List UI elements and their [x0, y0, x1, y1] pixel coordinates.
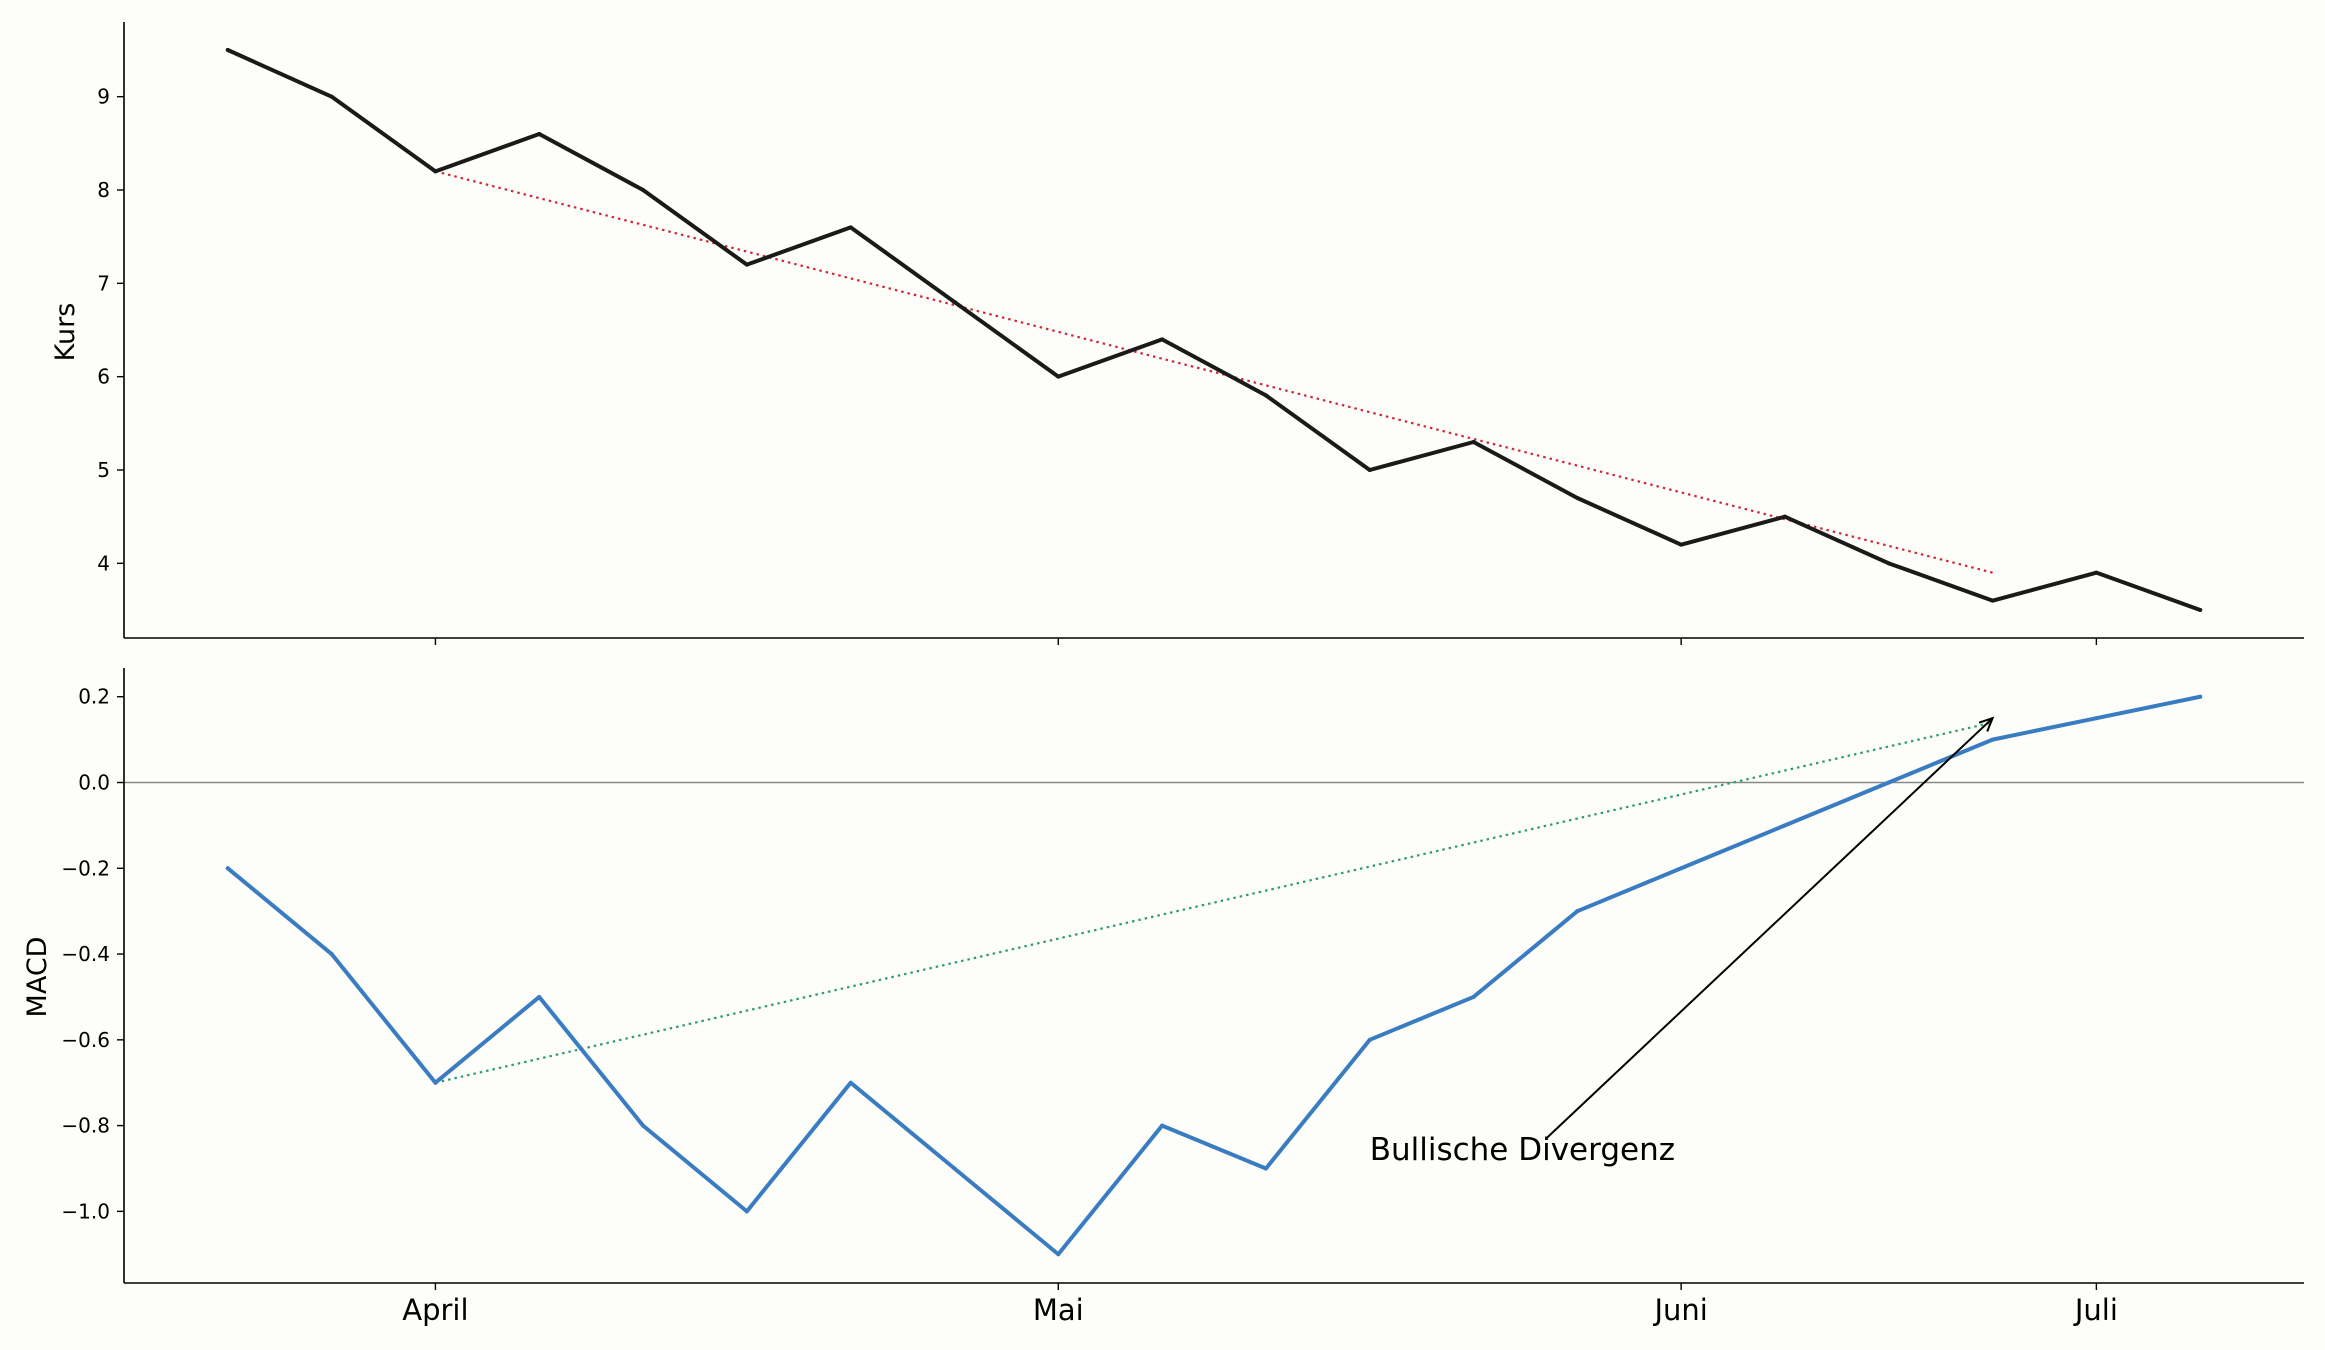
- x-tick-label-april: April: [402, 1293, 468, 1327]
- macd-point-5: [744, 1209, 749, 1214]
- top-ylabel: Kurs: [50, 303, 81, 362]
- price-point-14: [1679, 542, 1684, 547]
- price-point-11: [1367, 468, 1372, 472]
- macd-point-10: [1263, 1166, 1268, 1171]
- price-point-6: [848, 225, 853, 230]
- macd-point-16: [1886, 780, 1891, 785]
- macd-point-4: [641, 1123, 646, 1128]
- y-tick-label: 6: [97, 365, 110, 389]
- y-tick-label: 0.2: [78, 685, 110, 709]
- price-point-3: [537, 132, 542, 136]
- macd-point-18: [2094, 716, 2099, 721]
- y-tick-label: 4: [97, 551, 110, 575]
- price-point-13: [1575, 496, 1580, 500]
- annotation-label: Bullische Divergenz: [1370, 1132, 1675, 1168]
- x-tick-label-juli: Juli: [2073, 1293, 2118, 1327]
- y-tick-label: −0.4: [61, 942, 110, 966]
- macd-point-2: [433, 1080, 438, 1085]
- macd-point-12: [1471, 994, 1476, 999]
- macd-line: [225, 694, 2203, 1257]
- price-line: [225, 48, 2203, 612]
- price-point-5: [744, 262, 749, 267]
- macd-point-1: [329, 952, 334, 957]
- macd-point-8: [1056, 1252, 1061, 1257]
- x-tick-label-juni: Juni: [1652, 1293, 1707, 1327]
- y-tick-label: 0.0: [78, 771, 110, 795]
- y-tick-label: −0.8: [61, 1114, 110, 1138]
- macd-point-7: [952, 1166, 957, 1171]
- annotation-arrow: [1545, 718, 1992, 1140]
- y-tick-label: 5: [97, 458, 110, 482]
- price-trendline: [435, 170, 1993, 574]
- price-point-1: [329, 94, 334, 99]
- price-point-2: [433, 169, 438, 174]
- price-point-8: [1056, 374, 1061, 379]
- macd-point-19: [2198, 694, 2203, 699]
- macd-point-15: [1782, 823, 1787, 828]
- price-point-4: [641, 188, 646, 192]
- x-tick-label-mai: Mai: [1033, 1293, 1084, 1327]
- bottom-ylabel: MACD: [22, 937, 53, 1018]
- macd-point-11: [1367, 1037, 1372, 1042]
- y-tick-label: −0.2: [61, 856, 110, 880]
- price-point-0: [225, 48, 230, 52]
- y-tick-label: −1.0: [61, 1199, 110, 1223]
- macd-point-0: [225, 866, 230, 871]
- macd-point-9: [1160, 1123, 1165, 1128]
- y-tick-label: 7: [97, 271, 110, 295]
- price-point-7: [952, 300, 957, 304]
- macd-point-3: [537, 994, 542, 999]
- y-tick-label: −0.6: [61, 1028, 110, 1052]
- price-point-19: [2198, 608, 2203, 612]
- price-point-15: [1782, 514, 1787, 519]
- macd-point-13: [1575, 909, 1580, 914]
- macd-point-14: [1679, 866, 1684, 871]
- price-point-12: [1471, 440, 1476, 444]
- y-tick-label: 8: [97, 178, 110, 202]
- price-point-18: [2094, 570, 2099, 575]
- price-point-17: [1990, 598, 1995, 603]
- y-tick-label: 9: [97, 85, 110, 109]
- price-point-9: [1160, 337, 1165, 342]
- macd-point-6: [848, 1080, 853, 1085]
- price-point-10: [1263, 393, 1268, 398]
- macd-point-17: [1990, 737, 1995, 742]
- price-point-16: [1886, 561, 1891, 566]
